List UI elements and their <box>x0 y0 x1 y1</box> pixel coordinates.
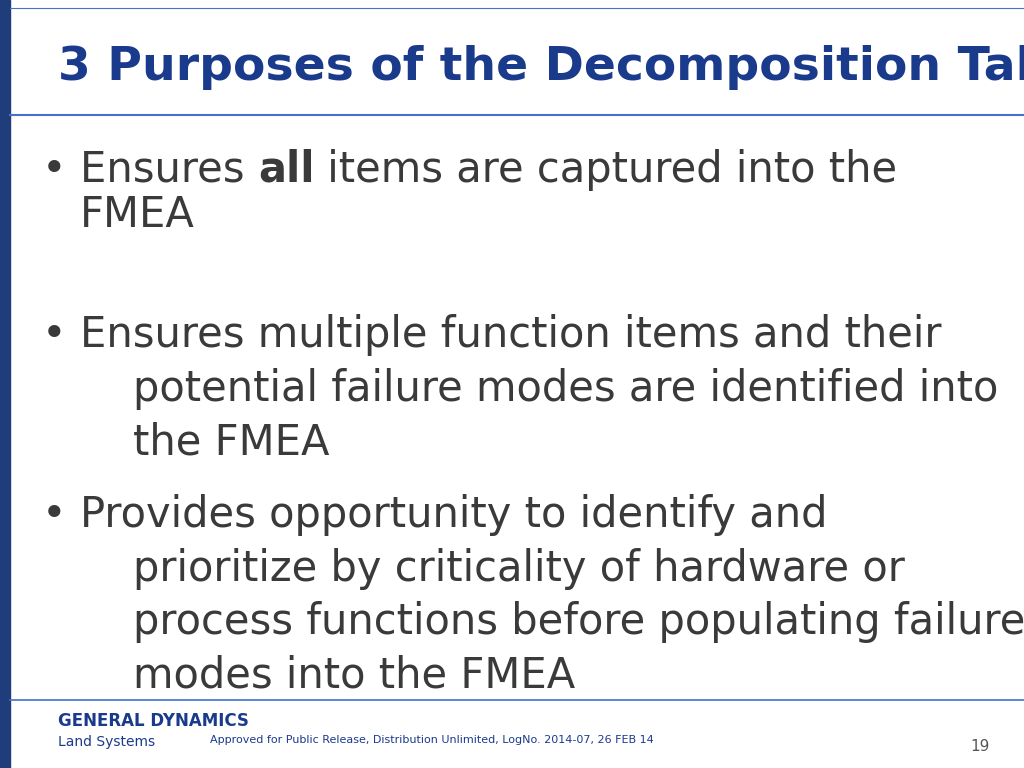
Text: Provides opportunity to identify and
    prioritize by criticality of hardware o: Provides opportunity to identify and pri… <box>80 494 1024 697</box>
Text: •: • <box>42 149 67 191</box>
Text: GENERAL DYNAMICS: GENERAL DYNAMICS <box>58 712 249 730</box>
Text: Land Systems: Land Systems <box>58 735 155 749</box>
Text: FMEA: FMEA <box>80 194 195 236</box>
Text: all: all <box>258 149 314 191</box>
Text: Ensures multiple function items and their
    potential failure modes are identi: Ensures multiple function items and thei… <box>80 314 998 463</box>
Text: 3 Purposes of the Decomposition Table: 3 Purposes of the Decomposition Table <box>58 45 1024 91</box>
Text: 19: 19 <box>971 739 990 754</box>
Text: •: • <box>42 314 67 356</box>
Text: •: • <box>42 494 67 536</box>
Text: items are captured into the: items are captured into the <box>314 149 897 191</box>
Text: Approved for Public Release, Distribution Unlimited, LogNo. 2014-07, 26 FEB 14: Approved for Public Release, Distributio… <box>210 735 653 745</box>
Bar <box>0 0 10 768</box>
Text: Ensures: Ensures <box>80 149 258 191</box>
